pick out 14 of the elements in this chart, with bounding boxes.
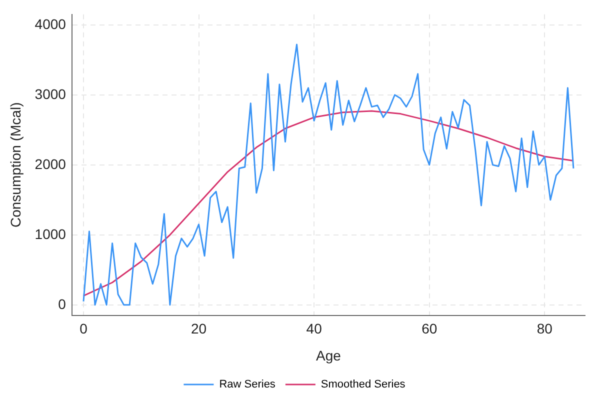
x-tick-label: 40 — [306, 320, 322, 337]
y-axis-title: Consumption (Mcal) — [7, 102, 24, 228]
x-tick-label: 0 — [80, 320, 88, 337]
y-tick-label: 2000 — [34, 156, 66, 172]
y-tick-label: 3000 — [34, 86, 66, 102]
legend-label: Smoothed Series — [320, 378, 406, 391]
legend-label: Raw Series — [219, 378, 276, 391]
y-tick-label: 1000 — [34, 226, 66, 242]
x-tick-label: 20 — [190, 320, 207, 337]
y-tick-label: 0 — [58, 296, 66, 312]
x-tick-label: 60 — [422, 320, 438, 337]
y-tick-label: 4000 — [34, 16, 66, 32]
x-tick-label: 80 — [536, 320, 553, 337]
x-axis-title: Age — [316, 347, 342, 364]
